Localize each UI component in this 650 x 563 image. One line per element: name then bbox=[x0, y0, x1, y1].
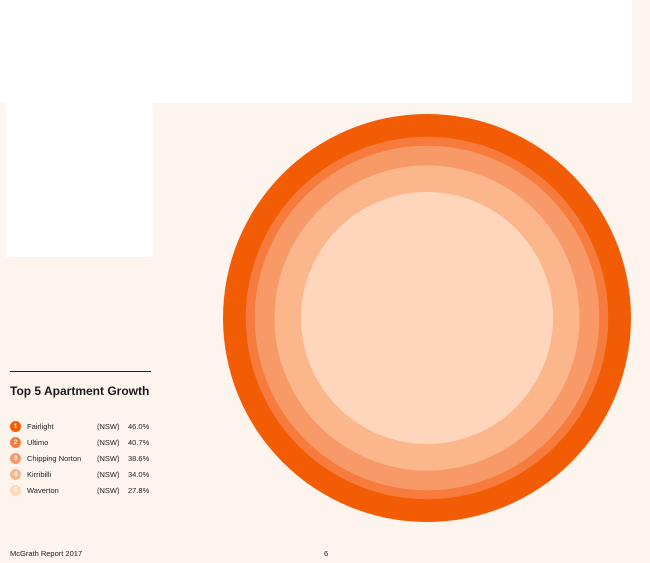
legend-state: (NSW) bbox=[97, 469, 120, 479]
legend-suburb-name: Ultimo bbox=[27, 437, 49, 447]
legend-suburb-name: Waverton bbox=[27, 485, 59, 495]
legend-value: 40.7% bbox=[128, 437, 150, 447]
legend-item: 3 Chipping Norton (NSW) 38.6% bbox=[10, 450, 160, 466]
legend-value: 46.0% bbox=[128, 421, 150, 431]
legend-value: 38.6% bbox=[128, 453, 150, 463]
rank-badge: 5 bbox=[10, 484, 21, 496]
chart-title: Top 5 Apartment Growth bbox=[10, 384, 150, 398]
footer-page-number: 6 bbox=[324, 549, 329, 558]
rank-badge: 2 bbox=[10, 436, 21, 448]
legend-item: 5 Waverton (NSW) 27.8% bbox=[10, 482, 160, 498]
rank-badge: 4 bbox=[10, 468, 21, 480]
title-divider bbox=[10, 371, 151, 372]
legend-value: 27.8% bbox=[128, 485, 150, 495]
legend-item: 2 Ultimo (NSW) 40.7% bbox=[10, 434, 160, 450]
legend-state: (NSW) bbox=[97, 421, 120, 431]
legend-value: 34.0% bbox=[128, 469, 150, 479]
top-white-panel bbox=[0, 0, 632, 103]
legend: 1 Fairlight (NSW) 46.0% 2 Ultimo (NSW) 40.7% 3 Ch… bbox=[10, 418, 160, 498]
legend-state: (NSW) bbox=[97, 485, 120, 495]
legend-suburb-name: Fairlight bbox=[27, 421, 54, 431]
legend-suburb-name: Chipping Norton bbox=[27, 453, 82, 463]
rank-badge: 1 bbox=[10, 420, 21, 432]
legend-item: 4 Kirribilli (NSW) 34.0% bbox=[10, 466, 160, 482]
rank-badge: 3 bbox=[10, 452, 21, 464]
footer-report-name: McGrath Report 2017 bbox=[10, 549, 83, 558]
legend-state: (NSW) bbox=[97, 453, 120, 463]
left-white-panel bbox=[6, 103, 153, 257]
legend-item: 1 Fairlight (NSW) 46.0% bbox=[10, 418, 160, 434]
circle-waverton bbox=[301, 192, 553, 444]
legend-state: (NSW) bbox=[97, 437, 120, 447]
legend-suburb-name: Kirribilli bbox=[27, 469, 52, 479]
